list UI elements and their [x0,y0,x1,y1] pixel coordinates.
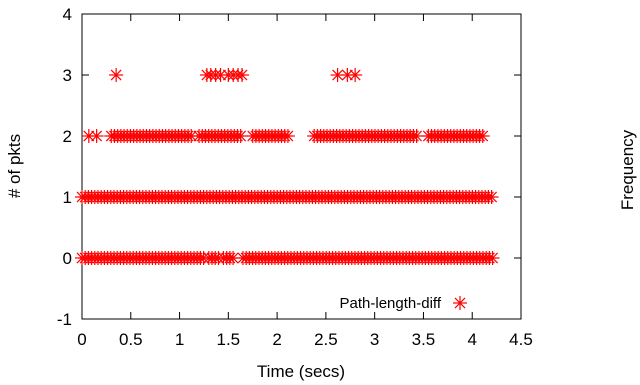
data-point [340,68,355,82]
x-tick-label: 4.5 [509,330,533,349]
y-tick-labels: -1 0 1 2 3 4 [57,5,72,329]
x-tick-label: 2 [272,330,281,349]
data-point [348,68,363,82]
legend: Path-length-diff [340,295,467,312]
legend-marker [453,296,467,310]
data-points [75,68,500,265]
y-axis-label: # of pkts [5,134,24,198]
y-tick-label: 2 [63,127,72,146]
x-tick-label: 2.5 [314,330,338,349]
x-tick-label: 3.5 [412,330,436,349]
x-tick-label: 1.5 [217,330,241,349]
data-point [233,129,248,143]
x-tick-label: 0.5 [119,330,143,349]
y-tick-label: 3 [63,66,72,85]
data-point [184,129,199,143]
data-point [109,68,124,82]
y-tick-label: 1 [63,188,72,207]
data-point [81,129,96,143]
axis-ticks [81,13,522,320]
plot-frame [81,13,522,320]
y-tick-label: 4 [63,5,72,24]
data-point [89,129,104,143]
data-point [280,129,295,143]
x-tick-label: 4 [467,330,476,349]
x-tick-labels: 0 0.5 1 1.5 2 2.5 3 3.5 4 4.5 [77,330,533,349]
x-tick-label: 1 [175,330,184,349]
y-tick-label: -1 [57,310,72,329]
y-tick-label: 0 [63,249,72,268]
data-point [484,190,499,204]
x-tick-label: 0 [77,330,86,349]
right-axis-label: Frequency [618,129,637,210]
data-point [409,129,424,143]
legend-label: Path-length-diff [340,295,442,312]
data-point [234,68,249,82]
x-tick-label: 3 [370,330,379,349]
data-point [485,251,500,265]
x-axis-label: Time (secs) [257,362,345,381]
data-point [475,129,490,143]
legend-marker-symbol [453,296,467,310]
